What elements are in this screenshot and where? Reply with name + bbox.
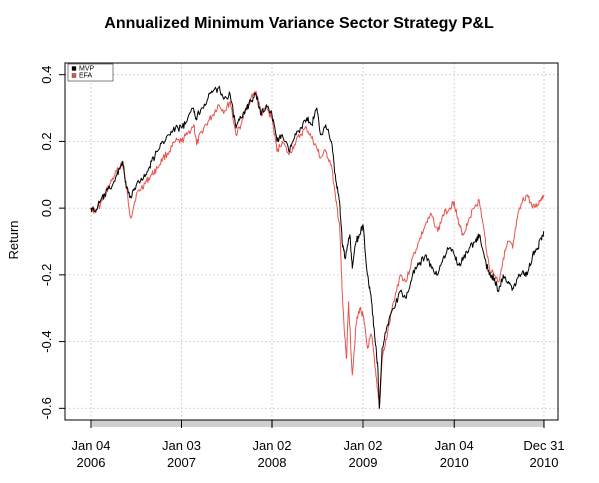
y-tick-label-1: -0.4 <box>39 330 54 352</box>
x-tick-label-year-5: 2010 <box>530 455 559 470</box>
y-axis-label: Return <box>6 220 21 259</box>
x-tick-label-month-3: Jan 02 <box>343 438 382 453</box>
x-axis: Jan 04 2006 Jan 03 2007 Jan 02 2008 Jan 02 2009… <box>71 420 565 470</box>
legend-label-mvp: MVP <box>79 66 95 73</box>
x-tick-label-year-0: 2006 <box>77 455 106 470</box>
legend-swatch-mvp <box>71 66 77 71</box>
plot-area <box>64 62 559 421</box>
x-tick-label-month-0: Jan 04 <box>71 438 110 453</box>
y-tick-label-4: 0.2 <box>39 132 54 150</box>
x-axis-hatch-band <box>90 420 544 427</box>
legend-swatch-efa <box>71 73 77 78</box>
legend-label-efa: EFA <box>79 73 93 80</box>
series-line-efa <box>90 90 545 409</box>
y-tick-label-2: -0.2 <box>39 264 54 286</box>
x-tick-label-year-1: 2007 <box>167 455 196 470</box>
x-tick-label-month-1: Jan 03 <box>162 438 201 453</box>
y-tick-label-5: 0.4 <box>39 66 54 84</box>
y-tick-label-0: -0.6 <box>39 397 54 419</box>
y-axis: -0.6 -0.4 -0.2 0.0 0.2 0.4 <box>39 66 65 420</box>
x-tick-label-year-2: 2008 <box>258 455 287 470</box>
chart-title: Annualized Minimum Variance Sector Strat… <box>104 15 494 32</box>
hatch-band-fill <box>91 420 544 427</box>
x-tick-label-year-3: 2009 <box>349 455 378 470</box>
x-tick-label-month-4: Jan 04 <box>435 438 474 453</box>
y-tick-label-3: 0.0 <box>39 199 54 217</box>
series-layer <box>90 85 545 409</box>
x-tick-label-month-5: Dec 31 <box>523 438 564 453</box>
x-tick-label-month-2: Jan 02 <box>252 438 291 453</box>
series-line-mvp <box>90 85 545 409</box>
grid-lines <box>65 63 558 420</box>
legend-box <box>67 63 114 82</box>
x-tick-label-year-4: 2010 <box>440 455 469 470</box>
